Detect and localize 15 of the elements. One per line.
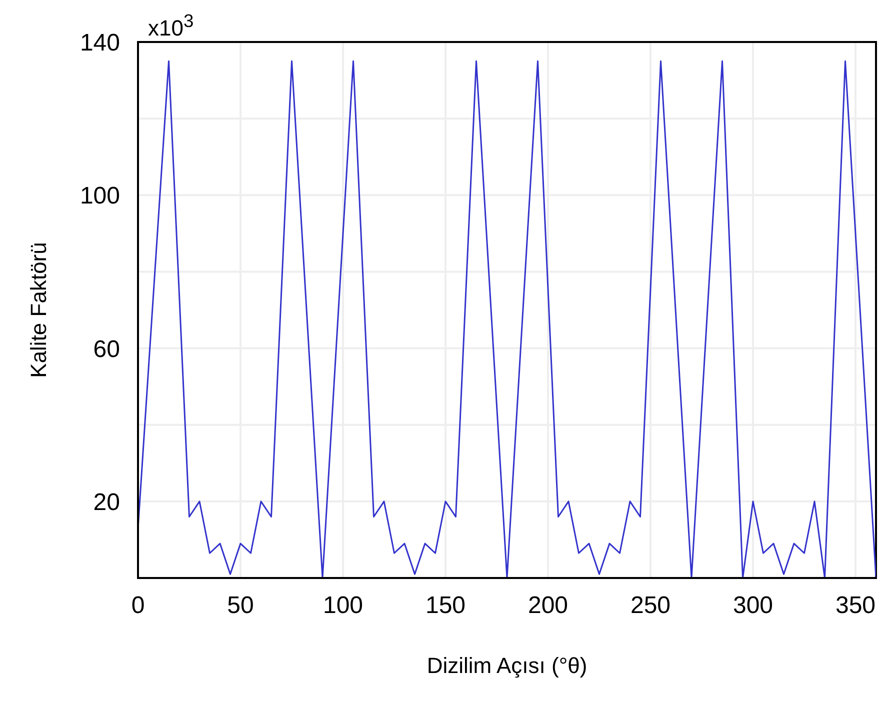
text: x10$^{3}$ xyxy=(148,10,194,42)
x-tick-label: 150 xyxy=(425,592,466,620)
x-tick-label: 50 xyxy=(227,592,254,620)
x-tick-label: 250 xyxy=(630,592,671,620)
x-tick-label: 100 xyxy=(322,592,364,620)
y-tick-label: 140 xyxy=(80,30,120,57)
y-tick-label: 100 xyxy=(80,182,120,210)
x-tick-label: 200 xyxy=(528,592,568,620)
y-tick-label: 60 xyxy=(93,336,120,363)
x-axis-title: Dizilim Açısı (°θ) xyxy=(426,653,588,678)
y-axis-title: Kalite Faktörü xyxy=(26,242,51,378)
x-tick-label: 0 xyxy=(131,592,145,620)
y-tick-label: 20 xyxy=(93,488,120,516)
x-tick-label: 300 xyxy=(732,592,774,620)
x-tick-label: 350 xyxy=(835,592,876,620)
